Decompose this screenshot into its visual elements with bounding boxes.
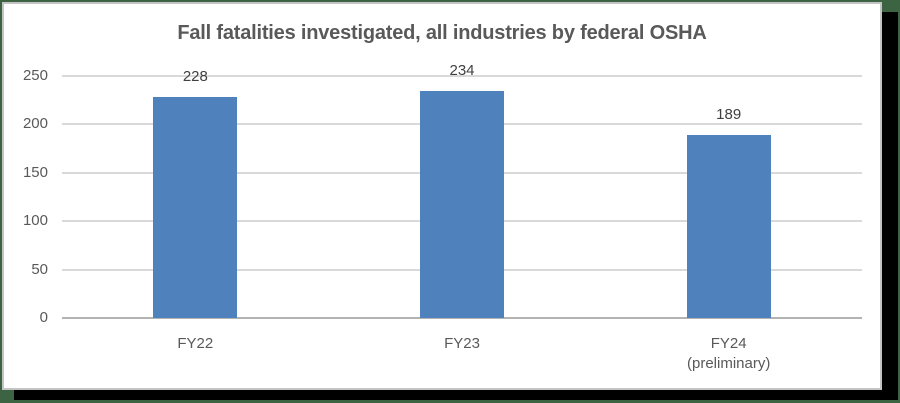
bar [153, 97, 238, 318]
bar-data-label: 228 [182, 68, 208, 86]
bar-data-label: 234 [449, 62, 475, 80]
x-category-label: FY23 [444, 335, 480, 352]
y-tick-label: 250 [22, 67, 48, 84]
y-tick-label: 50 [31, 260, 48, 278]
x-category-label: FY22 [177, 335, 214, 352]
x-axis-line [62, 317, 862, 319]
bar [420, 91, 504, 318]
gridline [62, 75, 862, 77]
x-category-label: FY24 (preliminary) [686, 335, 771, 372]
y-tick-label: 150 [22, 163, 48, 181]
y-tick-label: 0 [39, 309, 48, 326]
bar-data-label: 189 [716, 106, 742, 124]
chart-title: Fall fatalities investigated, all indust… [177, 22, 707, 44]
y-tick-label: 100 [22, 212, 48, 230]
y-tick-label: 200 [22, 115, 48, 133]
bar [686, 135, 771, 318]
chart-card: Fall fatalities investigated, all indust… [2, 2, 882, 390]
plot-area: 0 50 100 150 200 250 228 FY22 234 FY23 189 FY24 (pr… [4, 4, 880, 388]
